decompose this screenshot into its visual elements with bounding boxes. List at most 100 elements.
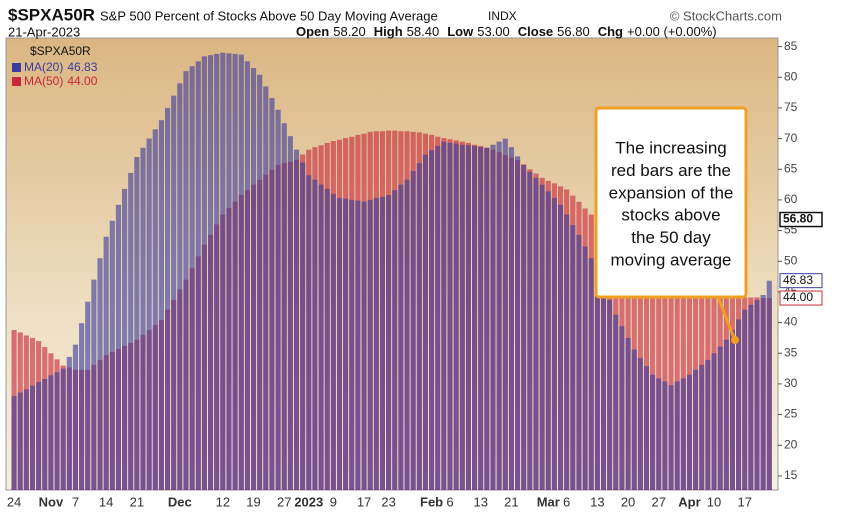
annotation-line: The increasing — [615, 138, 727, 157]
x-tick-label: 27 — [652, 494, 666, 509]
legend-value: 44.00 — [67, 74, 97, 88]
x-tick-label: 24 — [7, 494, 21, 509]
quote: Open 58.20 High 58.40 Low 53.00 Close 56.80 Chg +… — [296, 24, 717, 39]
bar — [613, 314, 619, 490]
bar — [269, 98, 275, 490]
bar — [625, 337, 631, 490]
bar — [748, 304, 754, 490]
bar — [306, 175, 312, 491]
y-tick-label: 65 — [784, 161, 798, 175]
x-tick-label: 23 — [381, 494, 395, 509]
bar — [600, 284, 607, 490]
x-tick-label: 9 — [330, 494, 337, 509]
bar — [85, 301, 91, 490]
legend-name: MA(20) — [24, 60, 63, 74]
quote-label: Chg — [598, 24, 623, 39]
bar — [508, 147, 514, 491]
y-tick-label: 40 — [784, 315, 798, 329]
legend-swatch — [12, 77, 21, 86]
bar — [109, 220, 115, 490]
bar — [760, 294, 766, 490]
bar — [158, 120, 164, 490]
annotation: The increasing red bars are the expansion … — [594, 106, 748, 344]
bar — [318, 184, 324, 491]
y-tick-label: 60 — [784, 192, 798, 206]
bar — [545, 191, 551, 491]
x-tick-label: 6 — [446, 494, 453, 509]
bar — [250, 68, 257, 490]
legend-swatch — [12, 63, 21, 72]
bar — [275, 109, 281, 490]
y-tick-label: 25 — [784, 407, 798, 421]
y-tick-label: 35 — [784, 345, 798, 359]
bar — [619, 326, 625, 490]
bar — [343, 198, 349, 491]
annotation-line: moving average — [611, 250, 732, 269]
bar — [662, 381, 668, 490]
bar — [66, 356, 72, 490]
bar — [373, 198, 379, 490]
bar — [478, 147, 484, 491]
bar — [472, 145, 478, 490]
x-tick-label: 7 — [72, 494, 79, 509]
bar — [490, 144, 496, 491]
bar — [637, 358, 643, 490]
bar — [11, 396, 17, 490]
bar — [441, 141, 447, 490]
bar — [36, 382, 42, 490]
annotation-pointer — [716, 296, 736, 339]
y-tick-label: 20 — [784, 437, 798, 451]
bar — [91, 279, 97, 490]
bar — [699, 364, 705, 490]
bar — [656, 378, 662, 490]
y-tick-label: 15 — [784, 468, 798, 482]
x-tick-label: 13 — [590, 494, 604, 509]
value-tag-label: 44.00 — [783, 290, 813, 304]
bar — [17, 392, 23, 490]
bar — [324, 188, 330, 490]
bar — [195, 61, 201, 490]
bar — [557, 204, 564, 490]
bar — [226, 53, 232, 490]
bar — [705, 359, 711, 490]
bar — [140, 147, 146, 490]
bar — [643, 366, 650, 490]
bar — [686, 374, 693, 490]
bar — [416, 163, 422, 491]
bar — [533, 177, 539, 490]
bar — [631, 349, 637, 490]
bar — [729, 329, 736, 490]
bar — [582, 246, 588, 490]
annotation-box — [594, 106, 748, 299]
x-tick-label: Dec — [168, 494, 192, 509]
bar — [736, 319, 742, 490]
bar — [183, 71, 189, 491]
quote-value: 56.80 — [557, 24, 590, 39]
value-tag — [779, 273, 823, 289]
legend: MA(20) 46.83 MA(50) 44.00 — [12, 60, 98, 88]
bar — [754, 299, 760, 490]
annotation-line: red bars are the — [611, 161, 731, 180]
bar — [711, 353, 717, 490]
x-tick-label: 20 — [621, 494, 635, 509]
x-tick-label: 27 — [277, 494, 291, 509]
bar — [570, 225, 576, 490]
quote-label: Low — [447, 24, 474, 39]
value-tag-label: 46.83 — [783, 273, 813, 287]
bar — [152, 129, 158, 490]
bar — [576, 234, 582, 490]
bar — [79, 323, 85, 490]
bar — [103, 236, 109, 490]
y-tick-label: 50 — [784, 253, 798, 267]
bar — [693, 369, 699, 490]
bars — [11, 52, 772, 491]
bar — [201, 56, 207, 490]
x-tick-label: 21 — [130, 494, 144, 509]
bar — [336, 198, 343, 490]
bar — [484, 147, 490, 490]
bar — [29, 385, 36, 490]
bar — [72, 344, 79, 490]
x-tick-label: 2023 — [294, 494, 323, 509]
quote-value: 53.00 — [477, 24, 510, 39]
